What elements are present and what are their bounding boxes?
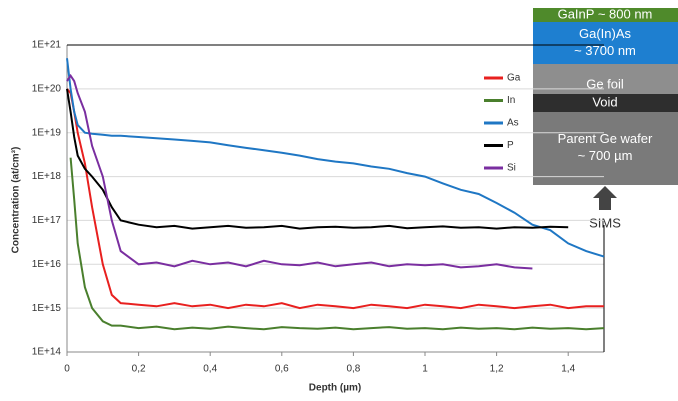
y-tick-label: 1E+17 xyxy=(32,215,62,226)
probe-label: SIMS xyxy=(589,215,621,230)
arrow xyxy=(593,186,617,210)
layer xyxy=(533,94,678,112)
legend-label: Ga xyxy=(507,73,521,84)
x-tick-label: 1 xyxy=(422,364,428,375)
series-line xyxy=(66,88,569,230)
x-tick-label: 0 xyxy=(64,364,70,375)
layer xyxy=(533,8,678,22)
legend-label: In xyxy=(507,95,515,106)
layer-stack: SIMS GaInP ~ 800 nm Ga(In)As ~ 3700 nm Ge f… xyxy=(533,6,678,230)
x-tick-label: 0,6 xyxy=(275,364,289,375)
y-tick-label: 1E+18 xyxy=(32,171,62,182)
y-tick-label: 1E+20 xyxy=(32,83,62,94)
y-tick-label: 1E+14 xyxy=(32,347,62,358)
layer xyxy=(533,112,678,185)
series-line xyxy=(66,73,533,270)
series-line xyxy=(69,157,605,331)
x-tick-label: 0,2 xyxy=(132,364,146,375)
layer-label: GaInP ~ 800 nm xyxy=(558,6,653,21)
layer-label: ~ 700 µm xyxy=(578,148,633,163)
x-tick-label: 0,8 xyxy=(346,364,360,375)
layer xyxy=(533,22,678,64)
legend-label: Si xyxy=(507,163,516,174)
series-line xyxy=(66,58,605,258)
layer-label: Void xyxy=(592,94,617,109)
y-tick-label: 1E+21 xyxy=(32,40,62,51)
x-tick-label: 0,4 xyxy=(203,364,217,375)
x-tick-label: 1,2 xyxy=(490,364,504,375)
y-tick-label: 1E+15 xyxy=(32,303,62,314)
layer-label: Ge foil xyxy=(586,76,624,91)
layer-label: Parent Ge wafer xyxy=(558,131,653,146)
legend-label: As xyxy=(507,118,519,129)
x-axis-title: Depth (µm) xyxy=(309,383,361,394)
y-tick-label: 1E+19 xyxy=(32,127,62,138)
layer-label: Ga(In)As xyxy=(579,26,632,41)
x-tick-label: 1,4 xyxy=(561,364,575,375)
legend-label: P xyxy=(507,140,514,151)
y-axis-title: Concentration (at/cm³) xyxy=(11,147,22,254)
y-tick-label: 1E+16 xyxy=(32,259,62,270)
series-line xyxy=(66,88,604,310)
layer-label: ~ 3700 nm xyxy=(574,43,636,58)
